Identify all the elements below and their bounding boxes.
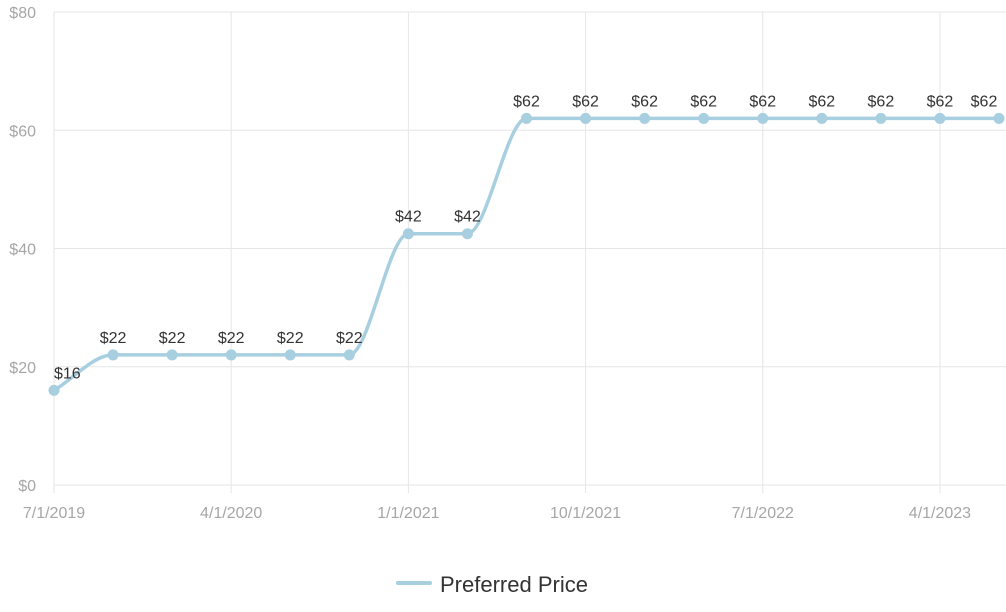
data-label: $62 <box>971 93 998 110</box>
data-label: $62 <box>690 93 717 110</box>
data-point <box>934 112 946 124</box>
data-point <box>166 349 178 361</box>
data-point <box>284 349 296 361</box>
data-point <box>343 349 355 361</box>
data-point <box>993 112 1005 124</box>
x-tick-label: 4/1/2020 <box>200 505 262 522</box>
series-line <box>53 116 999 392</box>
data-label: $22 <box>277 330 304 347</box>
data-point <box>875 112 887 124</box>
data-point <box>48 384 60 396</box>
data-label: $62 <box>572 93 599 110</box>
x-tick-label: 10/1/2021 <box>550 505 621 522</box>
data-label: $62 <box>927 93 954 110</box>
grid <box>53 11 1006 493</box>
data-point <box>225 349 237 361</box>
data-label: $22 <box>336 330 363 347</box>
data-label: $22 <box>218 330 245 347</box>
y-axis-ticks: $0 $20 $40 $60 $80 <box>9 5 36 495</box>
data-point <box>580 112 592 124</box>
x-tick-label: 7/1/2022 <box>732 505 794 522</box>
data-point <box>402 228 414 240</box>
y-tick-label: $40 <box>9 242 36 259</box>
legend[interactable]: Preferred Price <box>396 572 588 597</box>
y-tick-label: $80 <box>9 5 36 22</box>
data-point <box>757 112 769 124</box>
x-tick-label: 4/1/2023 <box>909 505 971 522</box>
data-point <box>816 112 828 124</box>
x-tick-label: 1/1/2021 <box>377 505 439 522</box>
data-point <box>698 112 710 124</box>
data-label: $42 <box>395 209 422 226</box>
data-label: $62 <box>513 93 540 110</box>
y-tick-label: $0 <box>18 478 36 495</box>
data-label: $42 <box>454 209 481 226</box>
data-label: $62 <box>749 93 776 110</box>
data-label: $62 <box>631 93 658 110</box>
data-label: $22 <box>159 330 186 347</box>
x-axis-ticks: 7/1/2019 4/1/2020 1/1/2021 10/1/2021 7/1/202… <box>23 505 971 522</box>
x-tick-label: 7/1/2019 <box>23 505 85 522</box>
data-label: $62 <box>808 93 835 110</box>
data-point <box>521 112 532 124</box>
data-point <box>461 228 473 240</box>
y-tick-label: $60 <box>9 123 36 140</box>
y-tick-label: $20 <box>9 360 36 377</box>
data-label: $16 <box>54 365 81 382</box>
data-labels: $16 $22 $22 $22 $22 $22 $42 $42 $62 $62 $62 $62 $62 $… <box>54 93 997 382</box>
data-label: $22 <box>100 330 127 347</box>
legend-label: Preferred Price <box>440 572 588 597</box>
data-point <box>639 112 651 124</box>
data-label: $62 <box>868 93 895 110</box>
data-point <box>107 349 119 361</box>
series-preferred-price <box>48 112 1005 396</box>
